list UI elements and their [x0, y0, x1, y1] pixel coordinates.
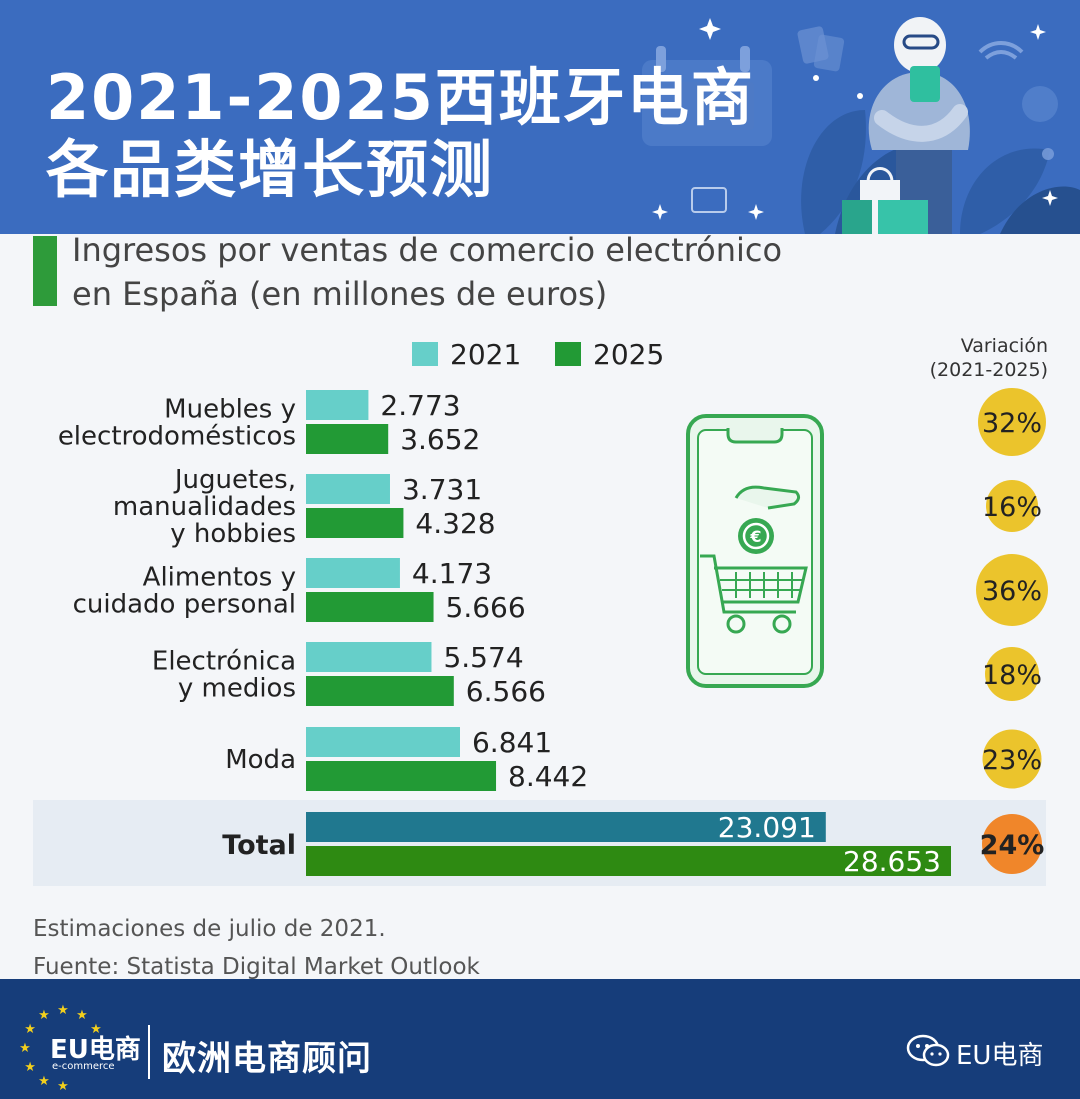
category-label-1-0: Juguetes,: [173, 465, 296, 495]
category-label-3-0: Electrónica: [152, 647, 296, 677]
variation-bubble-2: [976, 554, 1048, 626]
wechat-icon: [906, 1034, 950, 1067]
bar-2021-3: [306, 642, 432, 672]
variation-label-0: 32%: [982, 408, 1042, 439]
eu-star-icon: ★: [24, 1060, 36, 1075]
value-label-2021-4: 6.841: [472, 726, 552, 759]
euro-coin-icon: €: [734, 485, 801, 554]
bar-2025-3: [306, 676, 454, 706]
legend-item-2021: 2021: [412, 337, 522, 371]
legend-item-2025: 2025: [555, 337, 665, 371]
total-variation-bubble: [982, 814, 1042, 874]
legend-swatch-2021: [412, 342, 438, 366]
eu-stars-logo-icon: ★ ★★★★★★★★: [19, 1003, 102, 1093]
bar-2025-2: [306, 592, 434, 622]
value-label-2025-1: 4.328: [415, 507, 495, 540]
value-label-2021-2: 4.173: [412, 557, 492, 590]
eu-star-icon: ★: [76, 1008, 88, 1023]
bar-2025-1: [306, 508, 404, 538]
variation-bubble-0: [978, 388, 1046, 456]
legend-label-2021: 2021: [450, 337, 522, 371]
variation-header-line-2: (2021-2025): [929, 359, 1048, 381]
footer-brand-name: 欧洲电商顾问: [162, 1039, 372, 1079]
eu-star-icon: ★: [24, 1022, 36, 1037]
bar-2021-0: [306, 390, 369, 420]
total-variation-label: 24%: [980, 830, 1045, 861]
bar-2025-4: [306, 761, 497, 791]
variation-bubble-4: [982, 729, 1042, 789]
variation-label-4: 23%: [982, 745, 1042, 776]
category-label-2-1: cuidado personal: [73, 590, 296, 620]
shopping-cart-icon: [700, 554, 808, 634]
total-label: Total: [222, 830, 296, 861]
total-bar-2025: [306, 846, 951, 876]
eu-star-icon: ★: [57, 1003, 69, 1018]
subtitle-accent-bar: [33, 236, 57, 306]
chart-footnotes: Estimaciones de julio de 2021. Fuente: S…: [33, 910, 480, 986]
category-label-0-0: Muebles y: [164, 395, 296, 425]
value-label-2025-0: 3.652: [400, 423, 480, 456]
value-label-2025-4: 8.442: [508, 760, 588, 793]
chart-subtitle: Ingresos por ventas de comercio electrón…: [72, 228, 872, 316]
subtitle-line-2: en España (en millones de euros): [72, 275, 608, 313]
category-label-0-1: electrodomésticos: [58, 422, 296, 452]
footer-divider: [148, 1025, 150, 1079]
category-label-1-2: y hobbies: [170, 519, 296, 549]
value-label-2025-3: 6.566: [466, 675, 546, 708]
category-label-2-0: Alimentos y: [143, 563, 296, 593]
eu-star-icon: ★: [57, 1079, 69, 1093]
category-label-3-1: y medios: [178, 674, 296, 704]
shopper-illustration: [642, 17, 1080, 234]
bar-2025-0: [306, 424, 389, 454]
variation-label-3: 18%: [982, 660, 1042, 691]
eu-star-icon: ★: [90, 1022, 102, 1037]
total-value-label-2021: 23.091: [718, 811, 816, 844]
variation-bubble-1: [986, 480, 1038, 532]
svg-text:€: €: [749, 527, 761, 546]
total-bar-2021: [306, 812, 826, 842]
title-line-2: 各品类增长预测: [46, 133, 495, 206]
total-value-label-2025: 28.653: [843, 845, 941, 878]
eu-star-icon: ★: [19, 1041, 31, 1056]
logo-subtext: e-commerce: [52, 1061, 115, 1072]
footer-account-name: EU电商: [956, 1041, 1044, 1071]
variation-header-line-1: Variación: [960, 335, 1048, 357]
title-line-1: 2021-2025西班牙电商: [46, 61, 755, 134]
bar-2021-4: [306, 727, 460, 757]
variation-label-1: 16%: [982, 492, 1042, 523]
note-source: Fuente: Statista Digital Market Outlook: [33, 954, 480, 980]
smartphone-icon: €: [686, 414, 824, 688]
legend-swatch-2025: [555, 342, 581, 366]
value-label-2021-0: 2.773: [380, 389, 460, 422]
variation-bubble-3: [985, 647, 1039, 701]
footer-bar: ★ ★ ★ ★ ★ ★ ★ ★ ★ EU电商 e-commerce 欧洲电商顾问 EU电商: [0, 979, 1080, 1099]
variation-column-header: Variación (2021-2025): [900, 334, 1048, 382]
bar-2021-2: [306, 558, 400, 588]
legend-label-2025: 2025: [593, 337, 665, 371]
logo-text: EU电商: [50, 1035, 141, 1065]
note-estimation: Estimaciones de julio de 2021.: [33, 916, 386, 942]
page-title: 2021-2025西班牙电商 各品类增长预测: [46, 62, 755, 206]
value-label-2021-1: 3.731: [402, 473, 482, 506]
eu-star-icon: ★: [38, 1074, 50, 1089]
header-banner: 2021-2025西班牙电商 各品类增长预测: [0, 0, 1080, 234]
bar-2021-1: [306, 474, 390, 504]
category-label-1-1: manualidades: [113, 492, 296, 522]
category-label-4-0: Moda: [225, 745, 296, 775]
value-label-2021-3: 5.574: [443, 641, 523, 674]
eu-star-icon: ★: [38, 1008, 50, 1023]
variation-label-2: 36%: [982, 576, 1042, 607]
value-label-2025-2: 5.666: [446, 591, 526, 624]
subtitle-line-1: Ingresos por ventas de comercio electrón…: [72, 231, 783, 269]
